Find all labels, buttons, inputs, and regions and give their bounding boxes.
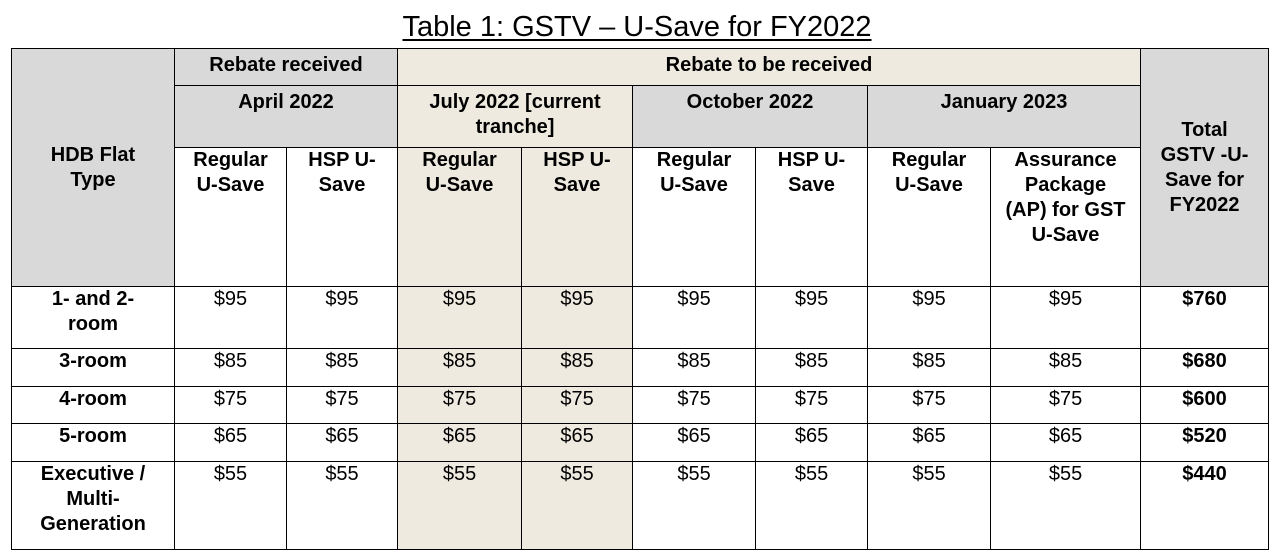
row-cell: $95 bbox=[174, 286, 287, 349]
subheader-july-hsp: HSP U-Save bbox=[521, 147, 634, 287]
row-cell: $75 bbox=[990, 386, 1142, 424]
row-cell: $75 bbox=[867, 386, 992, 424]
header-january-2023: January 2023 bbox=[867, 85, 1142, 148]
table-row: 1- and 2-room $95 $95 $95 $95 $95 $95 $9… bbox=[11, 286, 1270, 349]
row-cell: $55 bbox=[755, 461, 869, 550]
row-cell: $65 bbox=[397, 423, 523, 462]
header-july-2022: July 2022 [current tranche] bbox=[397, 85, 634, 148]
row-cell: $95 bbox=[755, 286, 869, 349]
subheader-october-hsp: HSP U-Save bbox=[755, 147, 869, 287]
row-cell: $65 bbox=[990, 423, 1142, 462]
row-cell: $65 bbox=[867, 423, 992, 462]
table-row: Executive / Multi-Generation $55 $55 $55… bbox=[11, 461, 1270, 550]
row-cell: $75 bbox=[174, 386, 287, 424]
row-total: $520 bbox=[1140, 423, 1270, 462]
subheader-october-regular: Regular U-Save bbox=[632, 147, 757, 287]
row-flat-type: 4-room bbox=[11, 386, 175, 424]
header-rebate-to-be-received: Rebate to be received bbox=[397, 48, 1142, 86]
row-flat-type: Executive / Multi-Generation bbox=[11, 461, 175, 550]
row-cell: $85 bbox=[285, 348, 399, 387]
table-title: Table 1: GSTV – U-Save for FY2022 bbox=[0, 10, 1274, 44]
row-cell: $75 bbox=[285, 386, 399, 424]
row-cell: $95 bbox=[285, 286, 399, 349]
subheader-april-hsp: HSP U-Save bbox=[285, 147, 399, 287]
row-flat-type: 5-room bbox=[11, 423, 175, 462]
row-cell: $65 bbox=[174, 423, 287, 462]
header-april-2022: April 2022 bbox=[173, 85, 399, 148]
row-cell: $65 bbox=[521, 423, 634, 462]
row-cell: $85 bbox=[867, 348, 992, 387]
gstv-usave-table: HDB Flat Type Rebate received Rebate to … bbox=[11, 48, 1270, 550]
table-row: 5-room $65 $65 $65 $65 $65 $65 $65 $65 $… bbox=[11, 423, 1270, 462]
subheader-april-regular: Regular U-Save bbox=[174, 147, 287, 287]
row-cell: $85 bbox=[990, 348, 1142, 387]
row-cell: $85 bbox=[521, 348, 634, 387]
row-total: $680 bbox=[1140, 348, 1270, 387]
row-total: $600 bbox=[1140, 386, 1270, 424]
row-cell: $95 bbox=[521, 286, 634, 349]
header-rebate-received: Rebate received bbox=[173, 48, 399, 86]
row-cell: $65 bbox=[632, 423, 757, 462]
row-flat-type: 1- and 2-room bbox=[11, 286, 175, 349]
row-flat-type: 3-room bbox=[11, 348, 175, 387]
row-total: $760 bbox=[1140, 286, 1270, 349]
row-cell: $55 bbox=[867, 461, 992, 550]
table-row: 3-room $85 $85 $85 $85 $85 $85 $85 $85 $… bbox=[11, 348, 1270, 387]
row-cell: $55 bbox=[990, 461, 1142, 550]
row-cell: $75 bbox=[755, 386, 869, 424]
row-cell: $85 bbox=[755, 348, 869, 387]
header-total: Total GSTV -U-Save for FY2022 bbox=[1140, 48, 1270, 287]
subheader-january-ap: Assurance Package (AP) for GST U-Save bbox=[990, 147, 1142, 287]
row-cell: $75 bbox=[521, 386, 634, 424]
row-cell: $55 bbox=[632, 461, 757, 550]
row-cell: $95 bbox=[397, 286, 523, 349]
row-cell: $65 bbox=[285, 423, 399, 462]
row-cell: $75 bbox=[397, 386, 523, 424]
table-row: 4-room $75 $75 $75 $75 $75 $75 $75 $75 $… bbox=[11, 386, 1270, 424]
subheader-july-regular: Regular U-Save bbox=[397, 147, 523, 287]
row-cell: $75 bbox=[632, 386, 757, 424]
row-cell: $95 bbox=[867, 286, 992, 349]
row-cell: $55 bbox=[521, 461, 634, 550]
table-title-text: Table 1: GSTV – U-Save for FY2022 bbox=[402, 11, 872, 43]
header-flat-type: HDB Flat Type bbox=[11, 48, 175, 287]
row-cell: $85 bbox=[397, 348, 523, 387]
row-cell: $55 bbox=[285, 461, 399, 550]
row-cell: $55 bbox=[397, 461, 523, 550]
row-cell: $95 bbox=[990, 286, 1142, 349]
header-october-2022: October 2022 bbox=[632, 85, 869, 148]
row-cell: $85 bbox=[174, 348, 287, 387]
subheader-january-regular: Regular U-Save bbox=[867, 147, 992, 287]
row-cell: $85 bbox=[632, 348, 757, 387]
row-total: $440 bbox=[1140, 461, 1270, 550]
row-cell: $55 bbox=[174, 461, 287, 550]
row-cell: $65 bbox=[755, 423, 869, 462]
row-cell: $95 bbox=[632, 286, 757, 349]
